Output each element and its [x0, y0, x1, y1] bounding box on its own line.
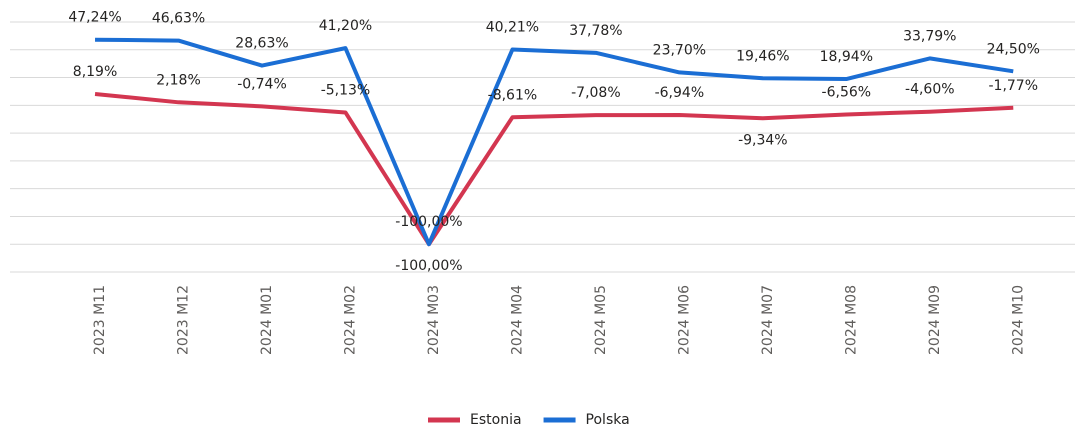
data-label: -100,00% — [395, 214, 462, 230]
data-label: -6,94% — [655, 85, 705, 101]
x-tick-label: 2024 M02 — [342, 285, 358, 355]
data-label: -1,77% — [988, 78, 1038, 94]
x-tick-label: 2024 M04 — [509, 285, 525, 355]
data-label: 23,70% — [653, 42, 706, 58]
x-tick-label: 2024 M05 — [593, 285, 609, 355]
x-tick-label: 2024 M08 — [843, 285, 859, 355]
x-tick-label: 2023 M12 — [176, 285, 192, 355]
data-label: 41,20% — [319, 18, 372, 34]
data-label: -0,74% — [237, 76, 287, 92]
series-line — [95, 37, 1014, 247]
x-tick-label: 2024 M07 — [760, 285, 776, 355]
data-label: -6,56% — [822, 84, 872, 100]
x-tick-label: 2023 M11 — [92, 285, 108, 355]
x-tick-label: 2024 M06 — [676, 285, 692, 355]
x-tick-label: 2024 M03 — [426, 285, 442, 355]
data-label: 8,19% — [73, 64, 117, 80]
data-label: -4,60% — [905, 82, 955, 98]
data-label: 19,46% — [736, 48, 789, 64]
data-label: 18,94% — [820, 49, 873, 65]
data-label: 47,24% — [68, 10, 121, 26]
data-label: -8,61% — [488, 87, 538, 103]
data-label: 46,63% — [152, 11, 205, 27]
series-line — [94, 91, 1014, 247]
data-label: -9,34% — [738, 132, 788, 148]
data-label: 2,18% — [156, 72, 200, 88]
legend-label: Polska — [586, 412, 630, 428]
data-label: 24,50% — [987, 41, 1040, 57]
data-label: -5,13% — [321, 82, 371, 98]
data-label: 33,79% — [903, 28, 956, 44]
data-label: 37,78% — [569, 23, 622, 39]
x-tick-label: 2024 M10 — [1010, 285, 1026, 355]
legend: Estonia Polska — [428, 412, 630, 428]
data-label: 28,63% — [235, 36, 288, 52]
x-tick-label: 2024 M01 — [259, 285, 275, 355]
legend-label: Estonia — [470, 412, 522, 428]
x-tick-label: 2024 M09 — [927, 285, 943, 355]
data-label: 40,21% — [486, 19, 539, 35]
data-label: -7,08% — [571, 85, 621, 101]
data-label: -100,00% — [395, 258, 462, 274]
